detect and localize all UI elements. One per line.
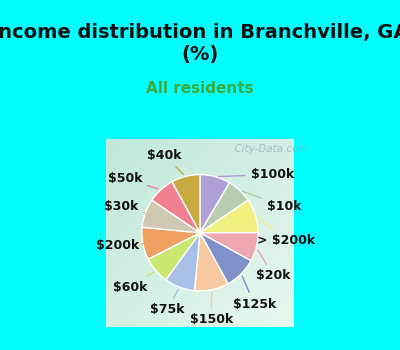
Wedge shape <box>142 200 200 233</box>
Text: $150k: $150k <box>190 293 233 327</box>
Wedge shape <box>200 233 251 284</box>
Text: $20k: $20k <box>256 250 290 282</box>
Wedge shape <box>194 233 228 291</box>
Text: $200k: $200k <box>96 239 143 252</box>
Wedge shape <box>200 233 258 261</box>
Text: $50k: $50k <box>108 172 158 189</box>
Wedge shape <box>152 182 200 233</box>
Text: $100k: $100k <box>218 168 294 181</box>
Wedge shape <box>166 233 200 290</box>
Wedge shape <box>172 175 200 233</box>
Text: City-Data.com: City-Data.com <box>228 144 309 154</box>
Wedge shape <box>200 183 248 233</box>
Text: $30k: $30k <box>104 200 145 213</box>
Text: $40k: $40k <box>147 149 184 175</box>
Wedge shape <box>200 175 230 233</box>
Wedge shape <box>148 233 200 280</box>
Text: $125k: $125k <box>233 276 276 310</box>
Text: > $200k: > $200k <box>257 217 315 247</box>
Text: All residents: All residents <box>146 81 254 96</box>
Wedge shape <box>142 227 200 259</box>
Text: $60k: $60k <box>114 272 154 294</box>
Text: $10k: $10k <box>242 191 302 213</box>
Text: $75k: $75k <box>150 289 184 316</box>
Text: Income distribution in Branchville, GA
(%): Income distribution in Branchville, GA (… <box>0 23 400 64</box>
Wedge shape <box>200 200 258 233</box>
